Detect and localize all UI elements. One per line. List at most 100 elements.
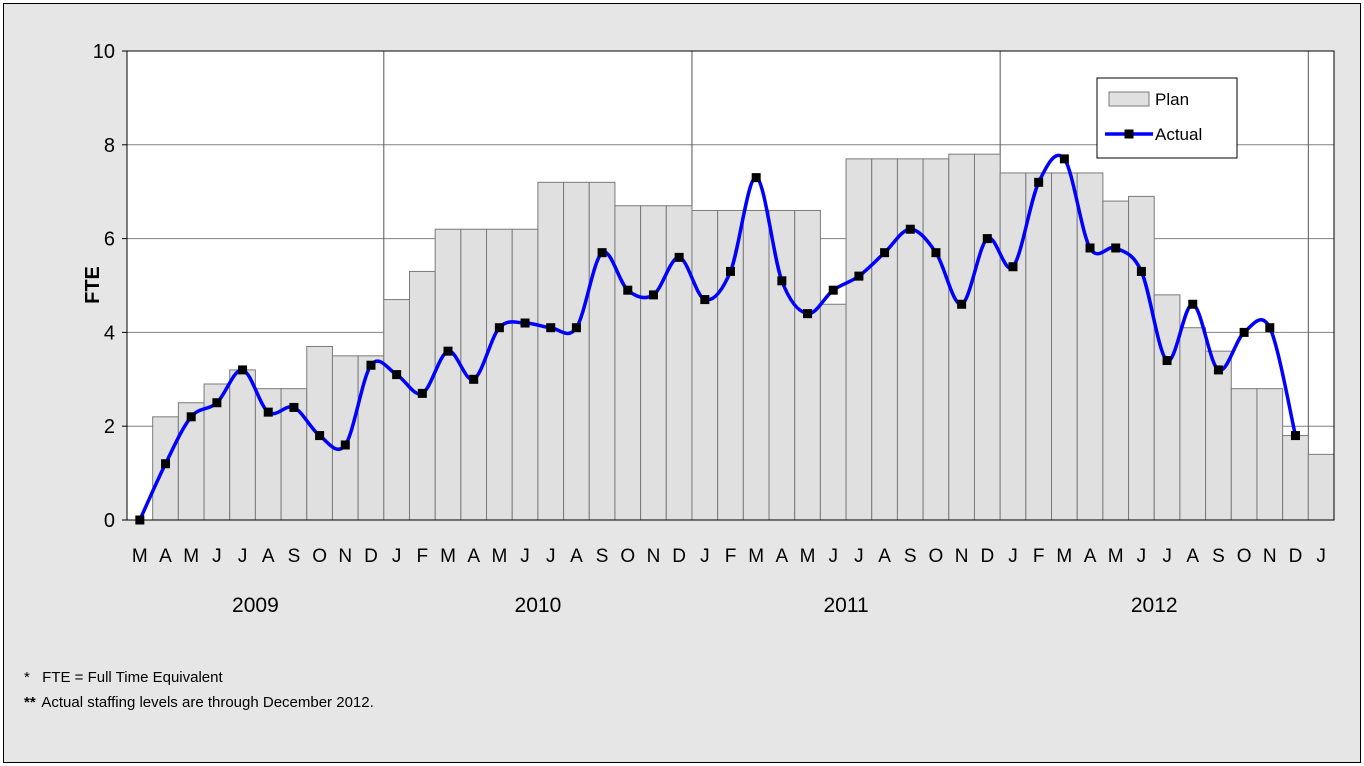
plan-bar: [588, 181, 616, 521]
plan-bar: [999, 172, 1027, 521]
plan-bar: [973, 153, 1001, 521]
plan-bar: [537, 181, 565, 521]
plan-bar: [434, 228, 462, 521]
legend-actual-marker: [1124, 129, 1134, 139]
actual-marker: [1290, 431, 1300, 441]
actual-marker: [443, 346, 453, 356]
actual-marker: [597, 248, 607, 258]
plan-bar: [1128, 195, 1155, 521]
actual-marker: [854, 271, 864, 281]
x-tick-label: M: [183, 546, 199, 567]
x-tick-label: A: [570, 546, 583, 567]
legend-box: [1096, 77, 1238, 159]
y-axis-label: FTE: [82, 266, 104, 304]
plan-bar: [152, 416, 179, 521]
x-tick-label: J: [238, 546, 248, 567]
x-tick-label: M: [132, 546, 148, 567]
actual-marker: [1085, 243, 1095, 253]
x-tick-label: J: [212, 546, 222, 567]
plan-bar: [871, 158, 898, 521]
x-tick-label: A: [262, 546, 275, 567]
x-tick-label: O: [929, 546, 944, 567]
x-tick-label: M: [491, 546, 507, 567]
actual-marker: [777, 276, 787, 286]
plan-bar: [1102, 200, 1130, 521]
actual-marker: [1213, 365, 1223, 375]
x-tick-label: O: [620, 546, 635, 567]
plan-bar: [229, 369, 256, 521]
actual-marker: [957, 299, 967, 309]
plan-bar: [331, 355, 359, 521]
plan-bar: [1051, 172, 1078, 521]
x-tick-label: S: [904, 546, 917, 567]
actual-marker: [623, 285, 633, 295]
actual-marker: [931, 248, 941, 258]
x-tick-label: J: [1316, 546, 1326, 567]
actual-marker: [1034, 177, 1044, 187]
x-tick-label: A: [1186, 546, 1199, 567]
x-tick-label: J: [1008, 546, 1018, 567]
actual-marker: [238, 365, 248, 375]
actual-marker: [417, 388, 427, 398]
actual-marker: [1239, 327, 1249, 337]
x-tick-label: O: [1237, 546, 1252, 567]
legend-plan-swatch: [1108, 91, 1150, 107]
legend-actual-label: Actual: [1155, 125, 1202, 144]
actual-marker: [520, 318, 530, 328]
x-tick-label: F: [725, 546, 737, 567]
y-tick-label: 10: [93, 41, 115, 63]
plan-bar: [845, 158, 873, 521]
actual-marker: [674, 252, 684, 262]
plan-bar: [486, 228, 513, 521]
y-tick-label: 8: [104, 135, 115, 157]
x-tick-label: M: [748, 546, 764, 567]
x-tick-label: J: [520, 546, 530, 567]
actual-marker: [1059, 154, 1069, 164]
plan-bar: [922, 158, 950, 521]
plan-bar: [1230, 388, 1258, 521]
footnote-text: Actual staffing levels are through Decem…: [41, 694, 374, 711]
actual-marker: [803, 309, 813, 319]
x-tick-label: A: [467, 546, 480, 567]
actual-marker: [828, 285, 838, 295]
plan-bar: [357, 355, 385, 521]
actual-marker: [161, 459, 171, 469]
x-tick-label: J: [392, 546, 402, 567]
plan-bar: [896, 158, 924, 521]
plan-bar: [768, 209, 796, 521]
actual-marker: [1111, 243, 1121, 253]
plan-bar: [1256, 388, 1284, 521]
footnote-fte: * FTE = Full Time Equivalent: [24, 669, 223, 686]
year-label: 2011: [823, 594, 868, 617]
x-tick-label: D: [980, 546, 994, 567]
actual-marker: [571, 323, 581, 333]
plan-bar: [563, 181, 590, 521]
actual-marker: [186, 412, 196, 422]
y-tick-label: 4: [104, 322, 115, 344]
actual-marker: [982, 234, 992, 244]
plan-bar: [742, 209, 770, 521]
actual-marker: [212, 398, 222, 408]
actual-marker: [1188, 299, 1198, 309]
x-tick-label: J: [546, 546, 556, 567]
y-tick-label: 2: [104, 416, 115, 438]
actual-marker: [263, 407, 273, 417]
x-tick-label: J: [700, 546, 710, 567]
plan-bar: [383, 299, 410, 521]
x-tick-label: O: [312, 546, 327, 567]
footnote-marker: *: [24, 669, 30, 686]
year-label: 2009: [232, 594, 279, 617]
actual-marker: [289, 402, 299, 412]
chart-frame: 0 2 4 6 8 10 M A M J J A S O N D J F M A M J J A S O N D J F M A M J J A S O N…: [3, 3, 1361, 763]
legend-plan-label: Plan: [1155, 90, 1189, 109]
x-tick-label: J: [1137, 546, 1147, 567]
footnote-text: FTE = Full Time Equivalent: [42, 669, 223, 686]
plan-bar: [1025, 172, 1053, 521]
x-tick-label: A: [776, 546, 789, 567]
plan-bar: [948, 153, 975, 521]
x-tick-label: A: [878, 546, 891, 567]
plan-bar: [1282, 435, 1309, 521]
year-label: 2012: [1131, 594, 1178, 617]
year-label: 2010: [515, 594, 562, 617]
x-tick-label: N: [338, 546, 352, 567]
